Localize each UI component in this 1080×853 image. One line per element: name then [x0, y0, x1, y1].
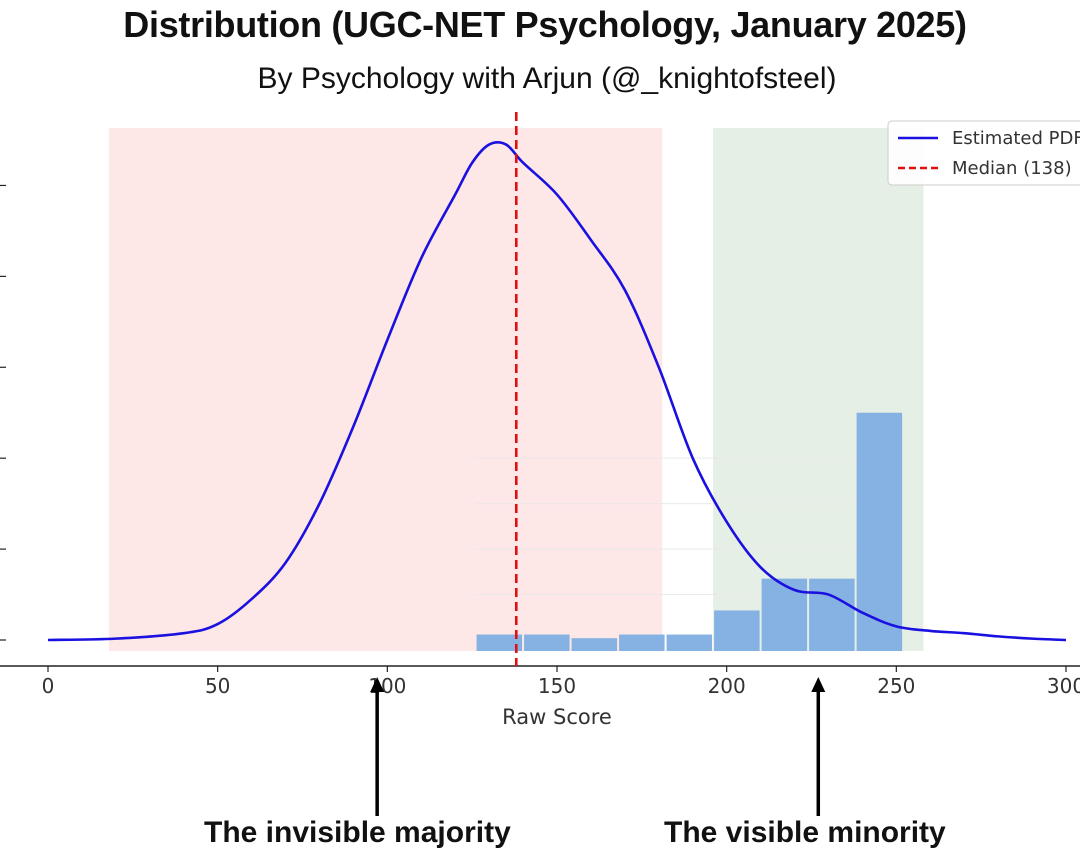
legend: Estimated PDF Median (138) [887, 120, 1080, 186]
legend-label-1: Median (138) [952, 158, 1072, 179]
histogram-bars [475, 412, 914, 651]
series-lines [47, 112, 1067, 666]
x-tick-label: 0 [42, 674, 55, 698]
pdf-curve-line [47, 140, 1067, 642]
histogram-bar [809, 578, 855, 651]
x-tick-label: 250 [877, 674, 915, 698]
x-tick-label: 150 [538, 674, 576, 698]
annotation-invisible-majority: The invisible majority [204, 816, 511, 849]
shaded-region-0 [109, 128, 663, 651]
histogram-bar [856, 412, 903, 651]
chart-title: Distribution (UGC-NET Psychology, Januar… [123, 4, 967, 45]
arrow-head-invisible-majority [370, 677, 385, 692]
annotation-arrows [370, 677, 826, 816]
x-axis-label: Raw Score [502, 705, 612, 729]
histogram-bar [476, 634, 523, 651]
histogram-bar [714, 610, 760, 651]
annotation-visible-minority: The visible minority [664, 816, 946, 849]
histogram-bar [619, 634, 665, 651]
x-tick-label: 200 [708, 674, 746, 698]
x-tick-label: 50 [205, 674, 230, 698]
chart-subtitle: By Psychology with Arjun (@_knightofstee… [257, 62, 837, 95]
legend-label-0: Estimated PDF [952, 128, 1080, 149]
histogram-bar [666, 634, 713, 651]
shaded-regions [109, 128, 924, 651]
arrow-head-visible-minority [811, 677, 826, 692]
x-tick-label: 300 [1047, 674, 1080, 698]
histogram-bar [524, 634, 570, 651]
histogram-bar [571, 638, 618, 651]
histogram-bar [761, 578, 808, 651]
